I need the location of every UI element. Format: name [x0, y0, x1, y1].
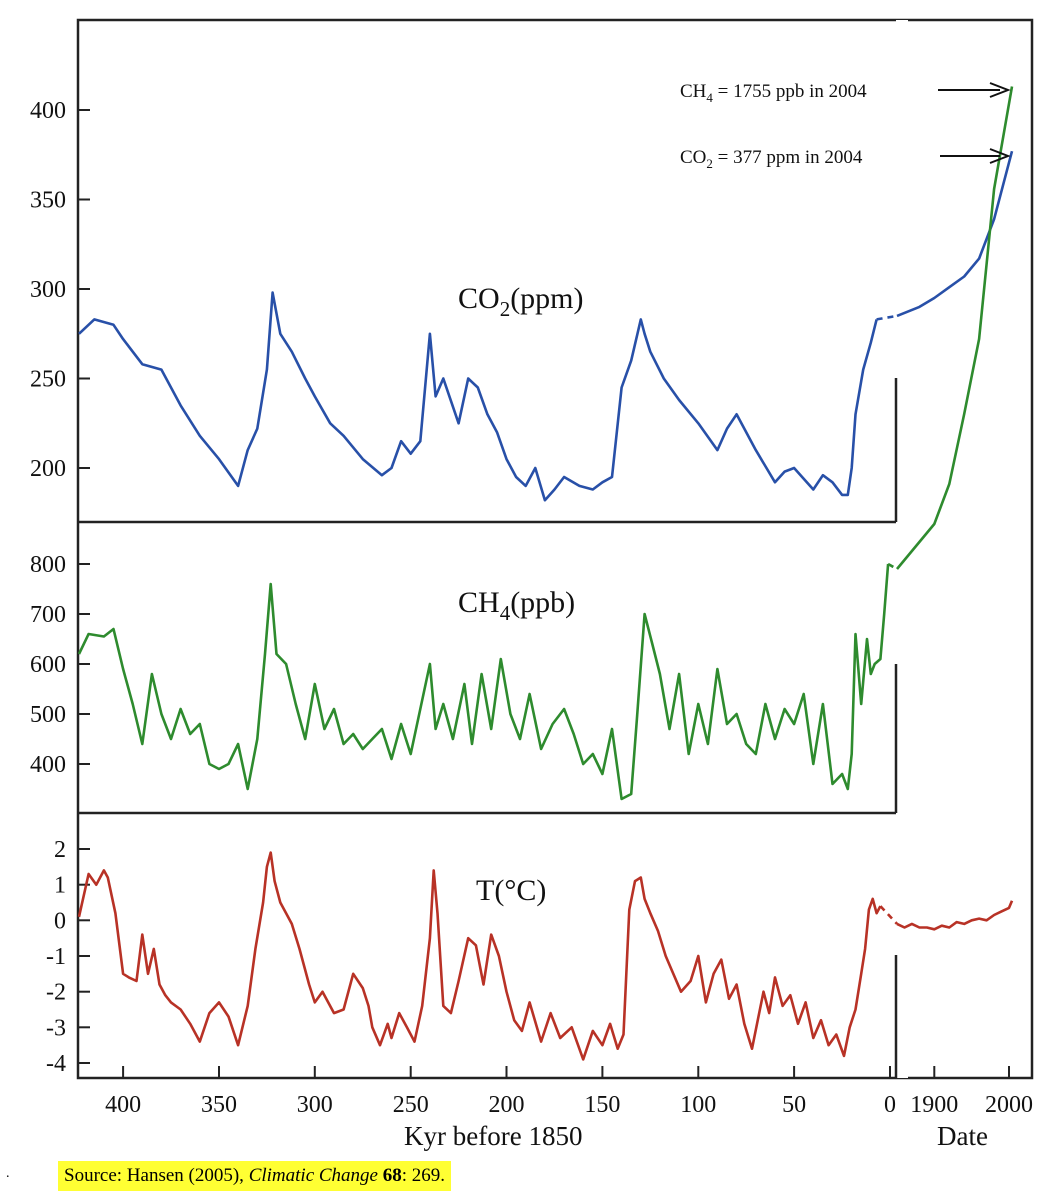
co2-ytick-label: 200 — [30, 456, 66, 482]
ch4-ytick-label: 600 — [30, 652, 66, 678]
temp-ytick-label: -3 — [46, 1015, 66, 1041]
x-tick-label: 350 — [201, 1092, 237, 1118]
ch4-ytick-label: 800 — [30, 552, 66, 578]
date-axis-label: Date — [937, 1121, 988, 1151]
temp-ytick-label: -4 — [46, 1051, 66, 1077]
co2-ytick-label: 300 — [30, 277, 66, 303]
x-tick-label: 200 — [489, 1092, 525, 1118]
ch4-ytick-label: 700 — [30, 602, 66, 628]
x-tick-label: 0 — [884, 1092, 896, 1118]
temp-ytick-label: -2 — [46, 980, 66, 1006]
x-tick-label: 150 — [584, 1092, 620, 1118]
svg-text:CH4 = 1755 ppb in 2004: CH4 = 1755 ppb in 2004 — [680, 81, 867, 105]
co2-ytick-label: 250 — [30, 367, 66, 393]
ch4-ice-core-line — [77, 563, 890, 801]
main-plot-frame — [76, 18, 1034, 1080]
source-journal: Climatic Change — [248, 1165, 378, 1186]
date-tick-label: 1900 — [910, 1092, 958, 1118]
source-pages: : 269. — [401, 1165, 446, 1186]
source-citation: Source: Hansen (2005), Climatic Change 6… — [58, 1161, 452, 1191]
ch4-bridge-dashed — [887, 562, 898, 571]
date-tick-label: 2000 — [985, 1092, 1033, 1118]
temp-ytick-label: 2 — [54, 837, 66, 863]
ch4-ytick-label: 400 — [30, 752, 66, 778]
ch4-modern-line — [895, 86, 1014, 570]
co2-ice-core-line — [78, 291, 878, 502]
ch4-panel-title: CH4(ppb) — [458, 586, 575, 625]
co2-ytick-label: 350 — [30, 188, 66, 214]
margin-mark: . — [6, 1166, 10, 1181]
co2-ytick-label: 400 — [30, 98, 66, 124]
ch4-panel: 400 500 600 700 800 — [30, 86, 1014, 801]
co2-panel-title: CO2(ppm) — [458, 282, 584, 321]
x-axis-date: 1900 2000 — [910, 1066, 1033, 1118]
co2-2004-annotation: CO2 = 377 ppm in 2004 — [680, 147, 1011, 171]
temp-ytick-label: -1 — [46, 944, 66, 970]
ch4-2004-annotation: CH4 = 1755 ppb in 2004 — [680, 81, 1011, 105]
x-tick-label: 250 — [393, 1092, 429, 1118]
source-prefix: Source: Hansen (2005), — [64, 1165, 249, 1186]
source-volume: 68 — [382, 1165, 402, 1186]
x-tick-label: 300 — [297, 1092, 333, 1118]
co2-arrowhead — [989, 148, 1011, 164]
temp-panel-title: T(°C) — [476, 874, 546, 907]
co2-modern-line — [896, 150, 1014, 318]
temp-ytick-label: 0 — [54, 908, 66, 934]
x-tick-label: 50 — [782, 1092, 806, 1118]
temp-ice-core-line — [77, 851, 882, 1061]
co2-bridge-dashed — [876, 314, 898, 321]
x-tick-label: 100 — [680, 1092, 716, 1118]
ch4-ytick-label: 500 — [30, 702, 66, 728]
temp-modern-line — [896, 900, 1014, 931]
x-axis-kyr: 400 350 300 250 200 150 100 50 0 — [105, 1066, 896, 1118]
temp-bridge-dashed — [879, 905, 898, 925]
ch4-arrowhead — [989, 82, 1011, 98]
svg-text:CO2 = 377 ppm in 2004: CO2 = 377 ppm in 2004 — [680, 147, 863, 171]
co2-panel: 200 250 300 350 400 — [30, 98, 1014, 502]
temp-panel: -4 -3 -2 -1 0 1 2 — [46, 837, 1014, 1077]
temp-ytick-label: 1 — [54, 873, 66, 899]
x-tick-label: 400 — [105, 1092, 141, 1118]
x-axis-label: Kyr before 1850 — [404, 1121, 582, 1151]
